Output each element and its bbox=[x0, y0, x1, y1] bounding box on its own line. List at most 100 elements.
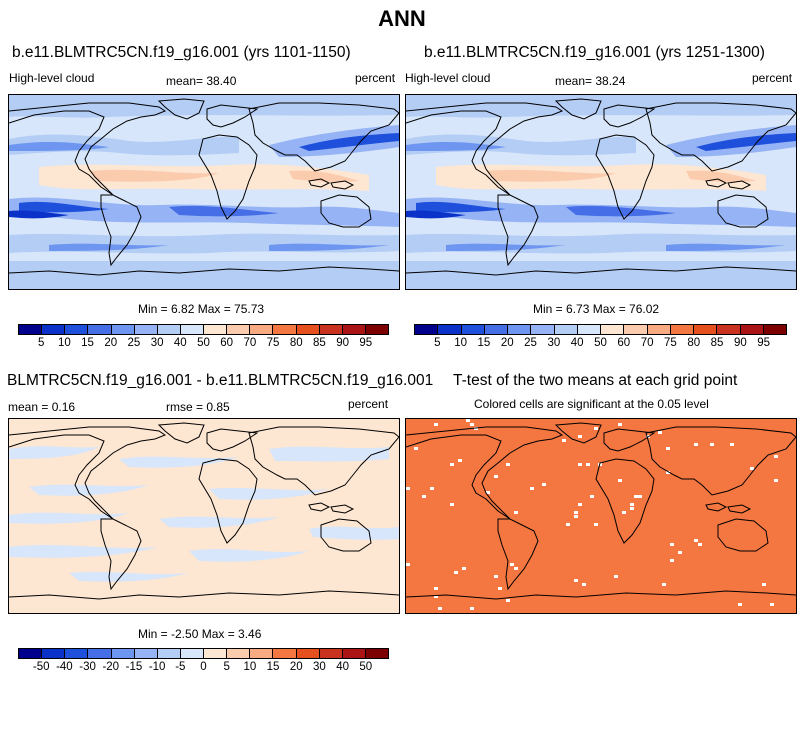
colorbar-swatch bbox=[272, 649, 296, 658]
panel3-title: BLMTRC5CN.f19_g16.001 - b.e11.BLMTRC5CN.… bbox=[7, 372, 434, 389]
panel2-variable-label: High-level cloud bbox=[405, 71, 491, 85]
colorbar-tick-label: 95 bbox=[359, 337, 373, 349]
colorbar-tick-label: 80 bbox=[687, 337, 701, 349]
colorbar-swatch bbox=[415, 325, 438, 334]
colorbar-tick-label: -5 bbox=[175, 661, 186, 673]
colorbar-swatch bbox=[318, 649, 342, 658]
panel1-map bbox=[8, 94, 400, 290]
panel1-variable-label: High-level cloud bbox=[9, 71, 95, 85]
colorbar-tick-label: 25 bbox=[127, 337, 141, 349]
colorbar-swatch bbox=[110, 325, 134, 334]
colorbar-swatch bbox=[341, 325, 365, 334]
colorbar-swatch bbox=[179, 649, 203, 658]
colorbar-swatch bbox=[249, 649, 273, 658]
colorbar-swatch bbox=[272, 325, 296, 334]
colorbar-swatch bbox=[156, 649, 180, 658]
colorbar-tick-label: 0 bbox=[200, 661, 207, 673]
colorbar-swatch bbox=[295, 649, 319, 658]
colorbar-tick-label: 5 bbox=[434, 337, 441, 349]
colorbar-swatch bbox=[693, 325, 717, 334]
colorbar-tick-label: 75 bbox=[266, 337, 280, 349]
colorbar-swatch bbox=[249, 325, 273, 334]
colorbar-swatch bbox=[530, 325, 554, 334]
colorbar-tick-label: -40 bbox=[56, 661, 73, 673]
colorbar-swatch bbox=[133, 325, 157, 334]
colorbar-tick-label: 85 bbox=[313, 337, 326, 349]
colorbar-tick-label: 25 bbox=[524, 337, 537, 349]
colorbar-tick-label: -10 bbox=[148, 661, 166, 673]
colorbar-tick-label: 30 bbox=[547, 337, 561, 349]
panel2-colorbar bbox=[414, 324, 787, 335]
colorbar-swatch bbox=[716, 325, 740, 334]
panel4-subtitle: Colored cells are significant at the 0.0… bbox=[474, 397, 709, 411]
colorbar-tick-label: 75 bbox=[664, 337, 677, 349]
panel2-units: percent bbox=[752, 71, 793, 85]
colorbar-tick-label: 5 bbox=[37, 337, 45, 349]
colorbar-swatch bbox=[87, 649, 111, 658]
colorbar-tick-label: 50 bbox=[197, 337, 210, 349]
colorbar-tick-label: 10 bbox=[454, 337, 468, 349]
panel3-mean: mean = 0.16 bbox=[8, 400, 76, 414]
colorbar-tick-label: -50 bbox=[32, 661, 50, 673]
colorbar-tick-label: 30 bbox=[150, 337, 164, 349]
colorbar-tick-label: 10 bbox=[243, 661, 257, 673]
colorbar-tick-label: 95 bbox=[757, 337, 771, 349]
colorbar-swatch bbox=[669, 325, 693, 334]
colorbar-tick-label: 60 bbox=[617, 337, 631, 349]
colorbar-tick-label: 20 bbox=[500, 337, 514, 349]
colorbar-tick-label: 80 bbox=[289, 337, 303, 349]
colorbar-tick-label: -30 bbox=[79, 661, 96, 673]
colorbar-tick-label: 30 bbox=[313, 661, 326, 673]
colorbar-swatch bbox=[364, 649, 388, 658]
panel1-mean: mean= 38.40 bbox=[166, 74, 237, 88]
colorbar-swatch bbox=[507, 325, 531, 334]
colorbar-tick-label: 15 bbox=[81, 337, 94, 349]
colorbar-swatch bbox=[203, 325, 227, 334]
colorbar-tick-label: 50 bbox=[359, 661, 373, 673]
panel1-title: b.e11.BLMTRC5CN.f19_g16.001 (yrs 1101-11… bbox=[12, 44, 351, 61]
colorbar-swatch bbox=[226, 325, 250, 334]
colorbar-swatch bbox=[295, 325, 319, 334]
colorbar-tick-label: 70 bbox=[640, 337, 654, 349]
colorbar-swatch bbox=[553, 325, 577, 334]
colorbar-swatch bbox=[133, 649, 157, 658]
colorbar-swatch bbox=[226, 649, 250, 658]
panel4-map bbox=[405, 418, 797, 614]
colorbar-swatch bbox=[364, 325, 388, 334]
colorbar-swatch bbox=[600, 325, 624, 334]
colorbar-swatch bbox=[64, 649, 88, 658]
colorbar-swatch bbox=[739, 325, 763, 334]
panel3-rmse: rmse = 0.85 bbox=[166, 400, 230, 414]
colorbar-swatch bbox=[19, 649, 42, 658]
colorbar-tick-label: 50 bbox=[594, 337, 607, 349]
colorbar-swatch bbox=[460, 325, 484, 334]
colorbar-swatch bbox=[87, 325, 111, 334]
colorbar-tick-label: 70 bbox=[243, 337, 257, 349]
panel1-colorbar bbox=[18, 324, 389, 335]
colorbar-tick-label: 40 bbox=[173, 337, 187, 349]
colorbar-swatch bbox=[623, 325, 647, 334]
colorbar-tick-label: 85 bbox=[710, 337, 724, 349]
panel2-mean: mean= 38.24 bbox=[555, 74, 626, 88]
panel3-minmax: Min = -2.50 Max = 3.46 bbox=[138, 627, 262, 641]
colorbar-swatch bbox=[41, 325, 65, 334]
colorbar-tick-label: 5 bbox=[223, 661, 230, 673]
colorbar-tick-label: 20 bbox=[289, 661, 303, 673]
colorbar-swatch bbox=[19, 325, 42, 334]
colorbar-swatch bbox=[179, 325, 203, 334]
colorbar-tick-label: 90 bbox=[733, 337, 747, 349]
colorbar-tick-label: 10 bbox=[57, 337, 71, 349]
colorbar-tick-label: 40 bbox=[570, 337, 584, 349]
colorbar-swatch bbox=[576, 325, 600, 334]
colorbar-tick-label: 20 bbox=[104, 337, 118, 349]
panel2-minmax: Min = 6.73 Max = 76.02 bbox=[533, 302, 660, 316]
panel4-title: T-test of the two means at each grid poi… bbox=[453, 372, 738, 389]
colorbar-swatch bbox=[110, 649, 134, 658]
colorbar-tick-label: -15 bbox=[125, 661, 143, 673]
panel1-units: percent bbox=[355, 71, 396, 85]
panel3-colorbar bbox=[18, 648, 389, 659]
panel1-minmax: Min = 6.82 Max = 75.73 bbox=[138, 302, 265, 316]
colorbar-swatch bbox=[483, 325, 507, 334]
colorbar-swatch bbox=[156, 325, 180, 334]
colorbar-swatch bbox=[341, 649, 365, 658]
